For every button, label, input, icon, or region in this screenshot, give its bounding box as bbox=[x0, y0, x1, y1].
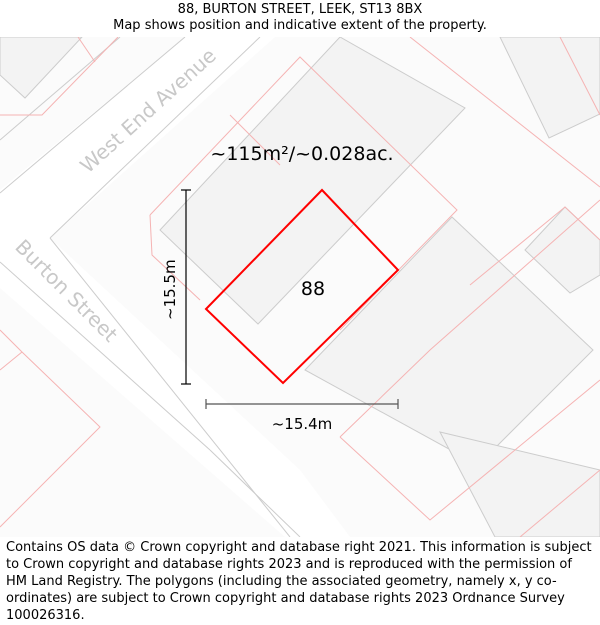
building bbox=[159, 37, 466, 325]
burton-street-road bbox=[0, 238, 350, 537]
property-map[interactable]: West End Avenue Burton Street 88 ~115m²/… bbox=[0, 37, 600, 537]
building bbox=[439, 431, 600, 537]
width-dimension-label: ~15.4m bbox=[272, 415, 333, 433]
building bbox=[0, 37, 83, 99]
property-number-label: 88 bbox=[301, 278, 325, 300]
building bbox=[524, 206, 600, 294]
height-dimension-line bbox=[181, 189, 191, 385]
map-subtitle: Map shows position and indicative extent… bbox=[113, 18, 487, 33]
map-canvas: West End Avenue Burton Street 88 ~115m²/… bbox=[0, 37, 600, 537]
road-edges bbox=[0, 37, 301, 537]
buildings bbox=[0, 37, 600, 537]
property-boundary[interactable] bbox=[204, 188, 400, 385]
property-address-title: 88, BURTON STREET, LEEK, ST13 8BX bbox=[177, 2, 423, 17]
map-header: 88, BURTON STREET, LEEK, ST13 8BX Map sh… bbox=[0, 0, 600, 37]
width-dimension-line bbox=[205, 399, 399, 409]
height-dimension-label: ~15.5m bbox=[161, 259, 179, 320]
area-label: ~115m²/~0.028ac. bbox=[210, 143, 393, 165]
west-end-avenue-road bbox=[0, 37, 275, 238]
building bbox=[499, 37, 600, 139]
copyright-attribution: Contains OS data © Crown copyright and d… bbox=[6, 540, 592, 623]
